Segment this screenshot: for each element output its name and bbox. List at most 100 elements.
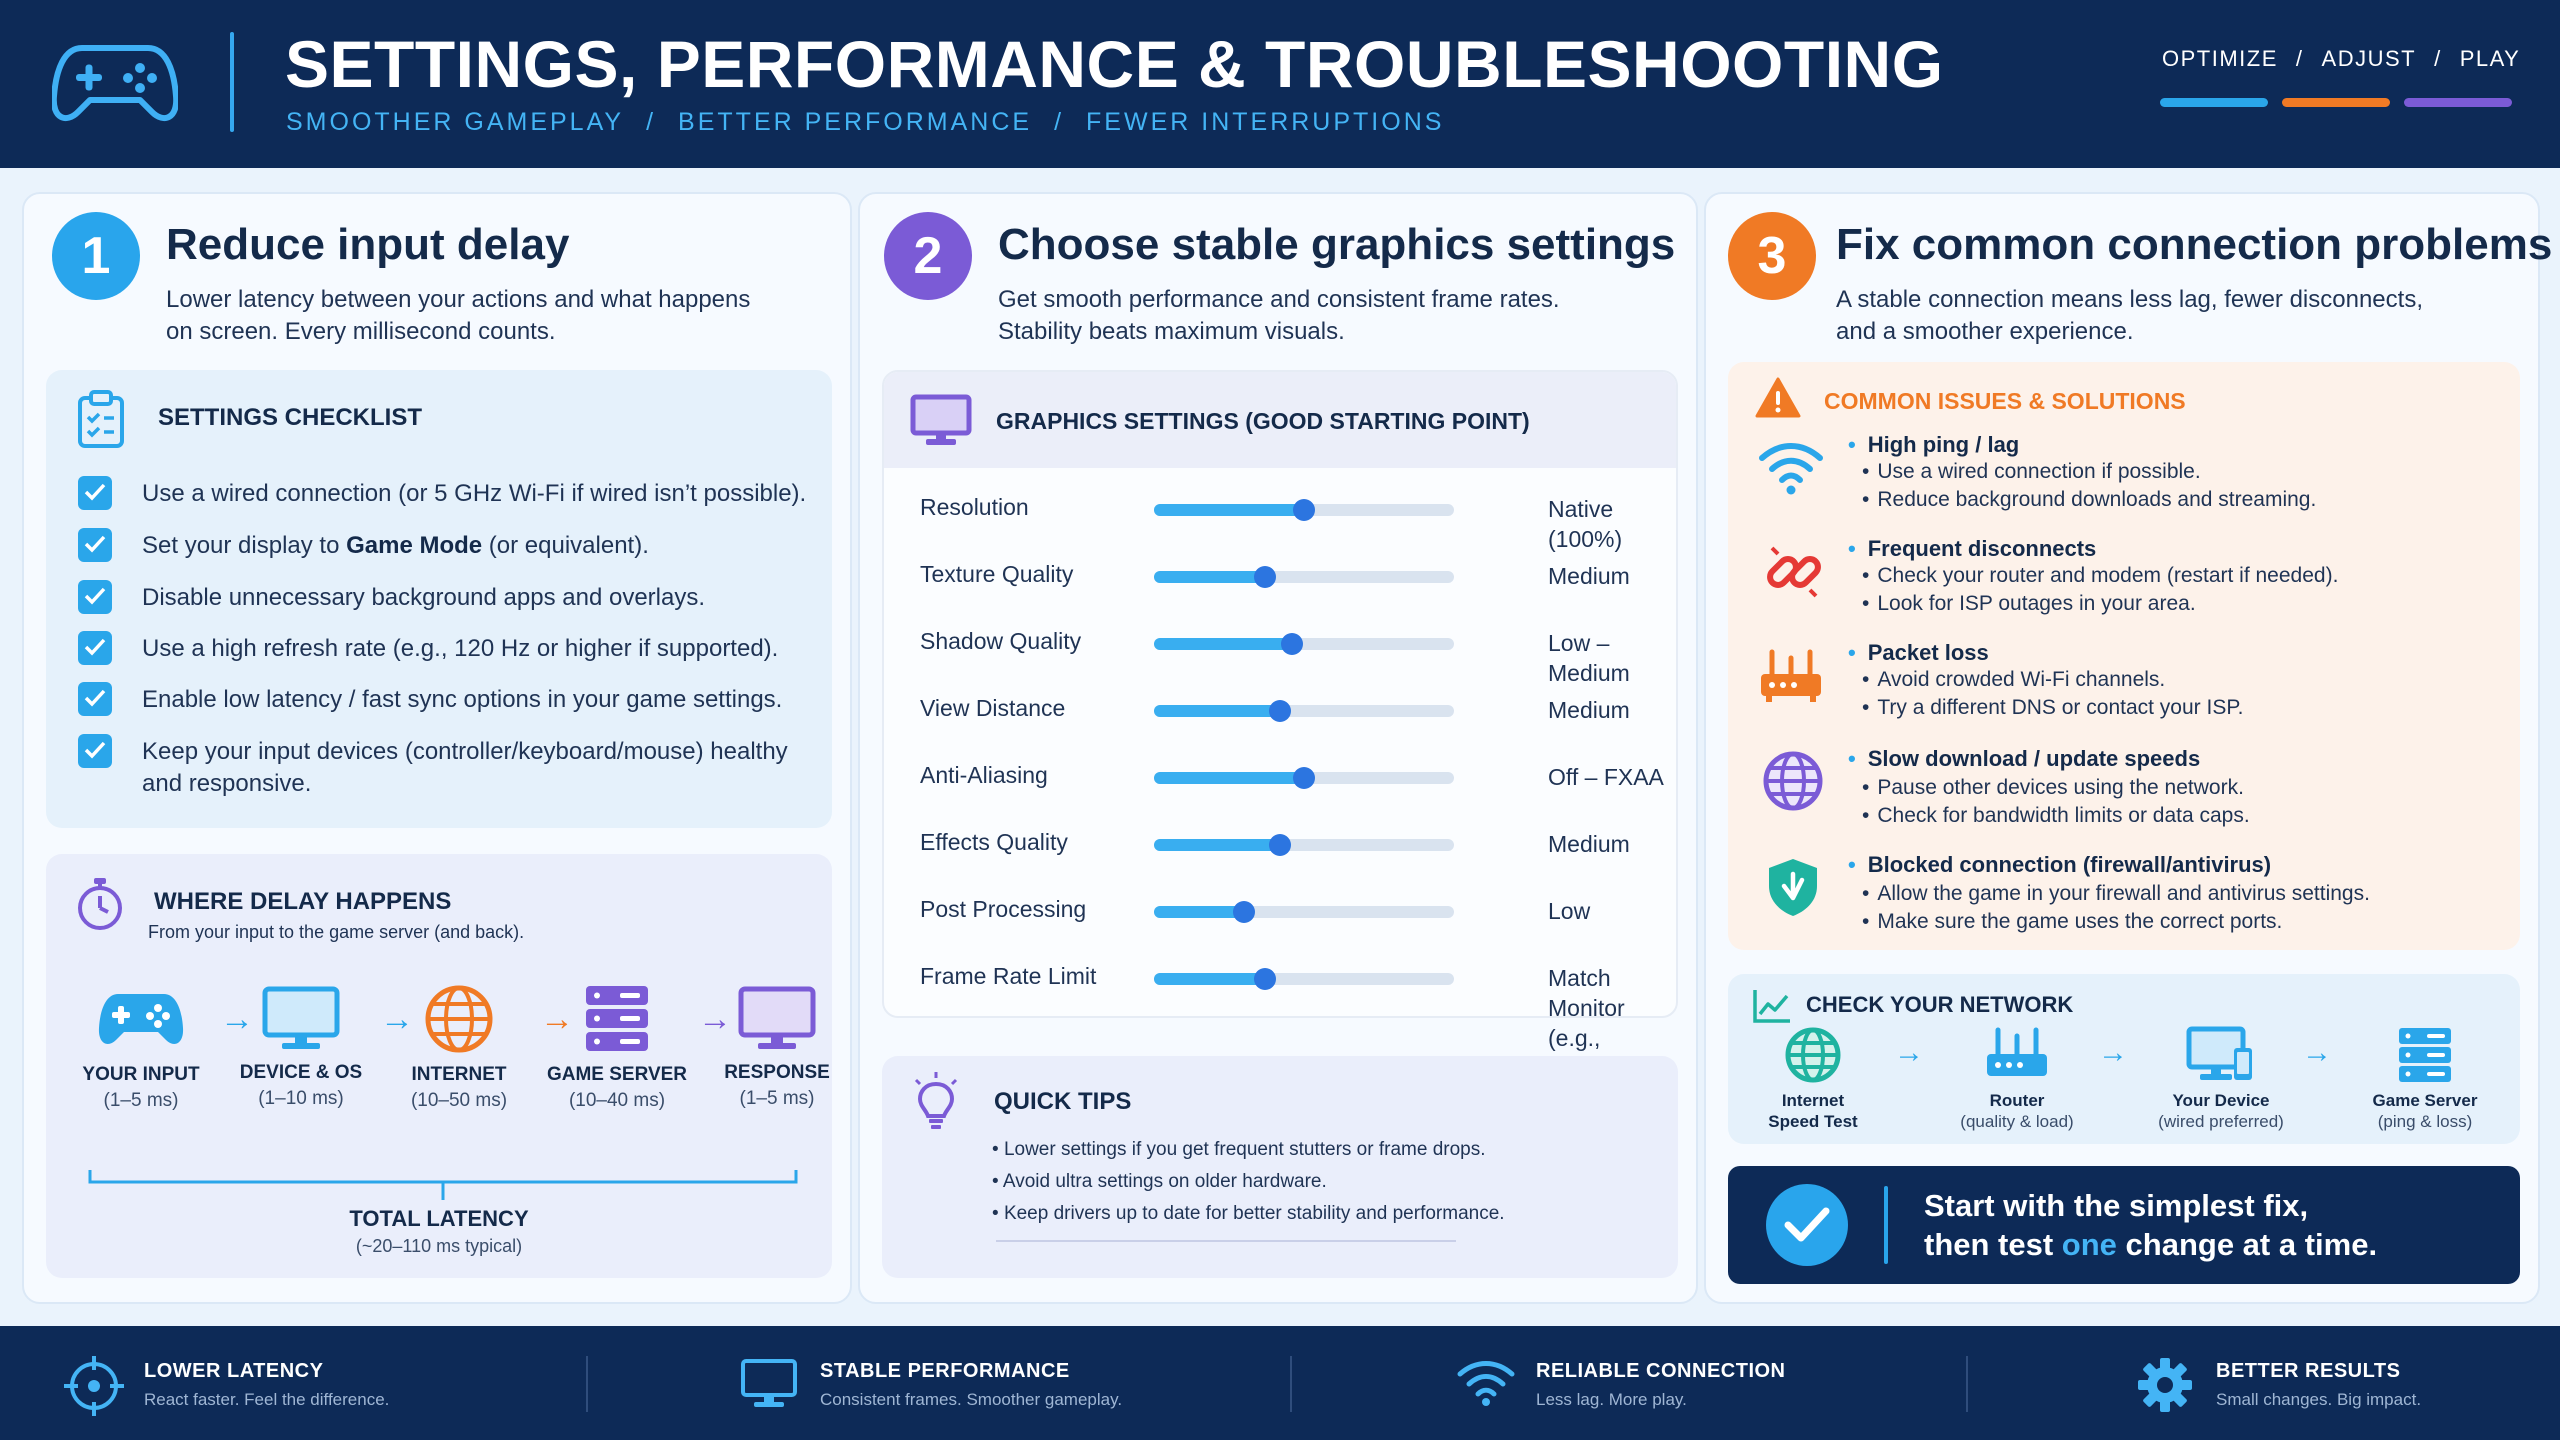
network-step-title: Router [1989,1091,2045,1110]
checklist-item[interactable]: Use a high refresh rate (e.g., 120 Hz or… [78,631,779,667]
line-chart-icon [1752,988,1792,1024]
checkbox-checked-icon[interactable] [78,476,112,510]
setting-slider[interactable] [1154,499,1454,521]
page-title: SETTINGS, PERFORMANCE & TROUBLESHOOTING [285,27,1944,101]
total-latency-bracket [88,1168,798,1202]
slider-handle[interactable] [1269,834,1291,856]
graphics-panel-heading: GRAPHICS SETTINGS (GOOD STARTING POINT) [996,408,1530,434]
nav-optimize[interactable]: OPTIMIZE [2162,46,2278,71]
stage-time: (10–50 ms) [410,1090,508,1111]
monitor-phone-icon [2186,1026,2252,1080]
checklist-text-line: and responsive. [142,770,312,797]
slider-fill [1154,772,1304,784]
slider-handle[interactable] [1293,767,1315,789]
issue-solution: Pause other devices using the network. [1862,776,2244,800]
checklist-item[interactable]: Set your display to Game Mode (or equiva… [78,528,649,564]
setting-value-line: Off – FXAA [1548,764,1664,790]
setting-slider[interactable] [1154,700,1454,722]
server-icon [2399,1028,2451,1082]
setting-slider[interactable] [1154,633,1454,655]
pipeline-stage-response: RESPONSE (1–5 ms) [702,986,852,1110]
slider-handle[interactable] [1293,499,1315,521]
setting-slider[interactable] [1154,767,1454,789]
checklist-bold-text: Game Mode [346,532,483,559]
globe-icon [1762,750,1824,812]
lightbulb-icon [912,1072,960,1132]
issue-solution: Avoid crowded Wi-Fi channels. [1862,668,2165,692]
issues-heading-part: COMMON ISSUES [1824,388,2023,414]
slider-fill [1154,571,1265,583]
nav-play[interactable]: PLAY [2459,46,2521,71]
gamepad-logo-icon [52,40,178,126]
slider-handle[interactable] [1254,566,1276,588]
where-delay-happens-panel: WHERE DELAY HAPPENS From your input to t… [46,854,832,1278]
nav-adjust[interactable]: ADJUST [2321,46,2417,71]
checkbox-checked-icon[interactable] [78,528,112,562]
footer-divider [586,1356,588,1412]
setting-value: Low – Medium [1548,628,1680,688]
slider-handle[interactable] [1233,901,1255,923]
footer-title: LOWER LATENCY [144,1360,324,1382]
slider-fill [1154,705,1280,717]
footer-title: BETTER RESULTS [2216,1360,2401,1382]
issue-solution: Make sure the game uses the correct port… [1862,910,2282,934]
stopwatch-icon [74,876,126,932]
setting-slider[interactable] [1154,968,1454,990]
step-number-badge: 1 [52,212,140,300]
network-step-speedtest: Internet Speed Test [1738,1026,1888,1132]
checklist-item[interactable]: Keep your input devices (controller/keyb… [78,734,788,800]
card-description-line: Stability beats maximum visuals. [998,318,1345,345]
card-title: Fix common connection problems [1836,220,2553,269]
stage-time: (1–10 ms) [258,1088,344,1109]
checklist-item[interactable]: Disable unnecessary background apps and … [78,580,705,616]
subtitle-item: BETTER PERFORMANCE [678,108,1033,136]
issue-solution: Allow the game in your firewall and anti… [1862,882,2370,906]
setting-slider[interactable] [1154,901,1454,923]
setting-slider[interactable] [1154,834,1454,856]
card-reduce-input-delay: 1 Reduce input delay Lower latency betwe… [22,192,852,1304]
issue-title: Blocked connection (firewall/antivirus) [1848,852,2271,878]
checklist-item-text: Use a high refresh rate (e.g., 120 Hz or… [142,635,779,662]
pipeline-stage-input: YOUR INPUT (1–5 ms) [66,990,216,1112]
subtitle-item: SMOOTHER GAMEPLAY [286,108,625,136]
setting-name: Texture Quality [920,561,1074,587]
card-description-line: on screen. Every millisecond counts. [166,318,556,345]
network-heading: CHECK YOUR NETWORK [1806,992,2074,1017]
checkbox-checked-icon[interactable] [78,580,112,614]
slider-fill [1154,906,1244,918]
shield-icon [1766,856,1820,918]
checklist-heading: SETTINGS CHECKLIST [158,404,423,431]
checkbox-checked-icon[interactable] [78,734,112,768]
issue-solution: Reduce background downloads and streamin… [1862,488,2316,512]
issue-packet-loss: Packet loss Avoid crowded Wi-Fi channels… [1758,640,2518,740]
slider-handle[interactable] [1281,633,1303,655]
setting-value: Native (100%) [1548,494,1680,554]
graphics-setting-row: Effects Quality Medium [920,825,1680,865]
setting-value-line: Medium [1548,697,1630,723]
globe-icon [1785,1027,1841,1083]
checkbox-checked-icon[interactable] [78,631,112,665]
footer-sub: React faster. Feel the difference. [144,1390,390,1409]
slider-fill [1154,839,1280,851]
card-title: Choose stable graphics settings [998,220,1676,269]
tips-divider [996,1240,1456,1242]
setting-value: Medium [1548,561,1630,591]
issue-solution: Check for bandwidth limits or data caps. [1862,804,2249,828]
checklist-item[interactable]: Enable low latency / fast sync options i… [78,682,782,718]
quick-tips-list: • Lower settings if you get frequent stu… [992,1134,1505,1230]
callout-text: Start with the simplest fix, then test o… [1924,1186,2377,1264]
network-step-device: Your Device (wired preferred) [2146,1026,2296,1132]
tip-text: Lower settings if you get frequent stutt… [1003,1139,1486,1160]
slider-handle[interactable] [1269,700,1291,722]
checkbox-checked-icon[interactable] [78,682,112,716]
slider-fill [1154,638,1292,650]
setting-slider[interactable] [1154,566,1454,588]
pipeline-stage-internet: INTERNET (10–50 ms) [384,984,534,1112]
globe-icon [425,985,493,1053]
checklist-item[interactable]: Use a wired connection (or 5 GHz Wi-Fi i… [78,476,806,512]
callout-line: Start with the simplest fix, [1924,1188,2309,1223]
slider-handle[interactable] [1254,968,1276,990]
warning-icon [1754,376,1802,420]
issue-solution: Check your router and modem (restart if … [1862,564,2338,588]
tip-item: • Lower settings if you get frequent stu… [992,1139,1486,1160]
